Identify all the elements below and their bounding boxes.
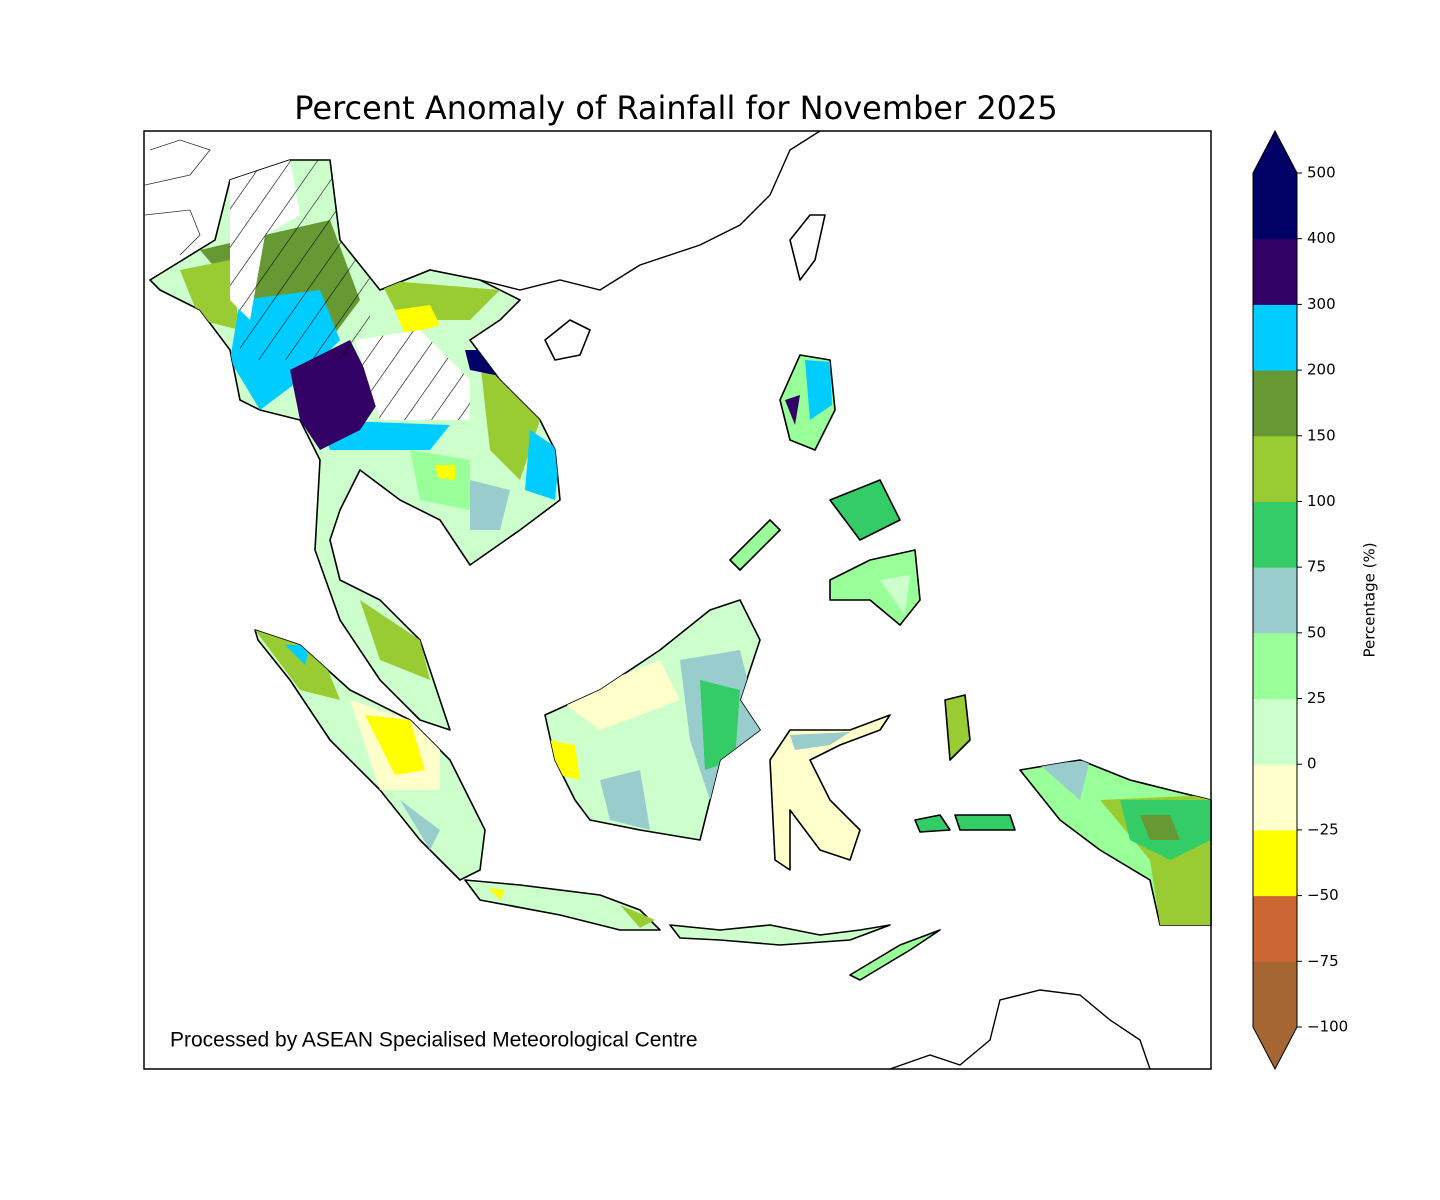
colorbar-tick-label: 100 xyxy=(1307,492,1336,510)
colorbar-tick-label: 75 xyxy=(1307,558,1326,576)
credit: Processed by ASEAN Specialised Meteorolo… xyxy=(170,1029,698,1052)
land-timor xyxy=(849,929,941,981)
colorbar-tick-label: 50 xyxy=(1307,623,1326,641)
colorbar-tick-label: −100 xyxy=(1307,1018,1348,1036)
land-java xyxy=(464,879,661,931)
anomaly-fill xyxy=(805,360,832,420)
map: Processed by ASEAN Specialised Meteorolo… xyxy=(143,130,1212,1070)
land-sulawesi xyxy=(769,714,891,871)
land-seram xyxy=(914,814,1016,833)
anomaly-fill xyxy=(620,905,655,928)
anomaly-fill xyxy=(880,575,910,615)
anomaly-fill xyxy=(548,650,760,830)
border xyxy=(144,139,211,256)
colorbar-bin xyxy=(1253,961,1297,1028)
colorbar-tick-label: −75 xyxy=(1307,952,1339,970)
anomaly-fill xyxy=(790,732,850,750)
colorbar-bin xyxy=(1253,829,1297,897)
colorbar-bin xyxy=(1253,501,1297,568)
map-frame xyxy=(143,130,1212,1070)
colorbar: −100 −75 −50 −25 0 25 50 75 100 150 200 300 400 500 xyxy=(1252,129,1348,1071)
colorbar-bin xyxy=(1253,632,1297,700)
land-visayas xyxy=(829,479,901,541)
land-palawan xyxy=(729,519,781,571)
colorbar-tick-label: 0 xyxy=(1307,755,1317,773)
anomaly-fill xyxy=(1040,760,1211,925)
colorbar-tick-label: 25 xyxy=(1307,689,1326,707)
colorbar-tick-label: −25 xyxy=(1307,820,1339,838)
anomaly-fill xyxy=(488,888,505,900)
anomaly-fill xyxy=(180,160,560,680)
colorbar-extend-low xyxy=(1253,1027,1297,1069)
colorbar-tick-label: 150 xyxy=(1307,426,1336,444)
colorbar-bin xyxy=(1253,173,1297,240)
colorbar-label: Percentage (%) xyxy=(1361,542,1379,657)
colorbar-tick-label: −50 xyxy=(1307,886,1339,904)
colorbar-extend-high xyxy=(1253,131,1297,173)
colorbar-tick-label: 400 xyxy=(1307,229,1336,247)
land-hainan xyxy=(544,319,591,361)
colorbar-tick-label: 300 xyxy=(1307,295,1336,313)
colorbar-bin xyxy=(1253,370,1297,437)
colorbar-bin xyxy=(1253,764,1297,831)
colorbar-bin xyxy=(1253,567,1297,634)
land-mindanao xyxy=(829,549,921,626)
colorbar-tick-label: 200 xyxy=(1307,361,1336,379)
colorbar-bin xyxy=(1253,895,1297,962)
anomaly-fill xyxy=(785,395,800,425)
colorbar-bin xyxy=(1253,435,1297,502)
colorbar-bin xyxy=(1253,238,1297,305)
colorbar-bin xyxy=(1253,698,1297,765)
colorbar-tick-label: 500 xyxy=(1307,164,1336,182)
land-taiwan xyxy=(789,214,826,281)
land-lesser-sunda xyxy=(669,924,891,946)
land-halmahera xyxy=(944,694,971,761)
title: Percent Anomaly of Rainfall for November… xyxy=(294,89,1058,127)
coastline-australia xyxy=(889,989,1151,1070)
colorbar-bin xyxy=(1253,304,1297,371)
